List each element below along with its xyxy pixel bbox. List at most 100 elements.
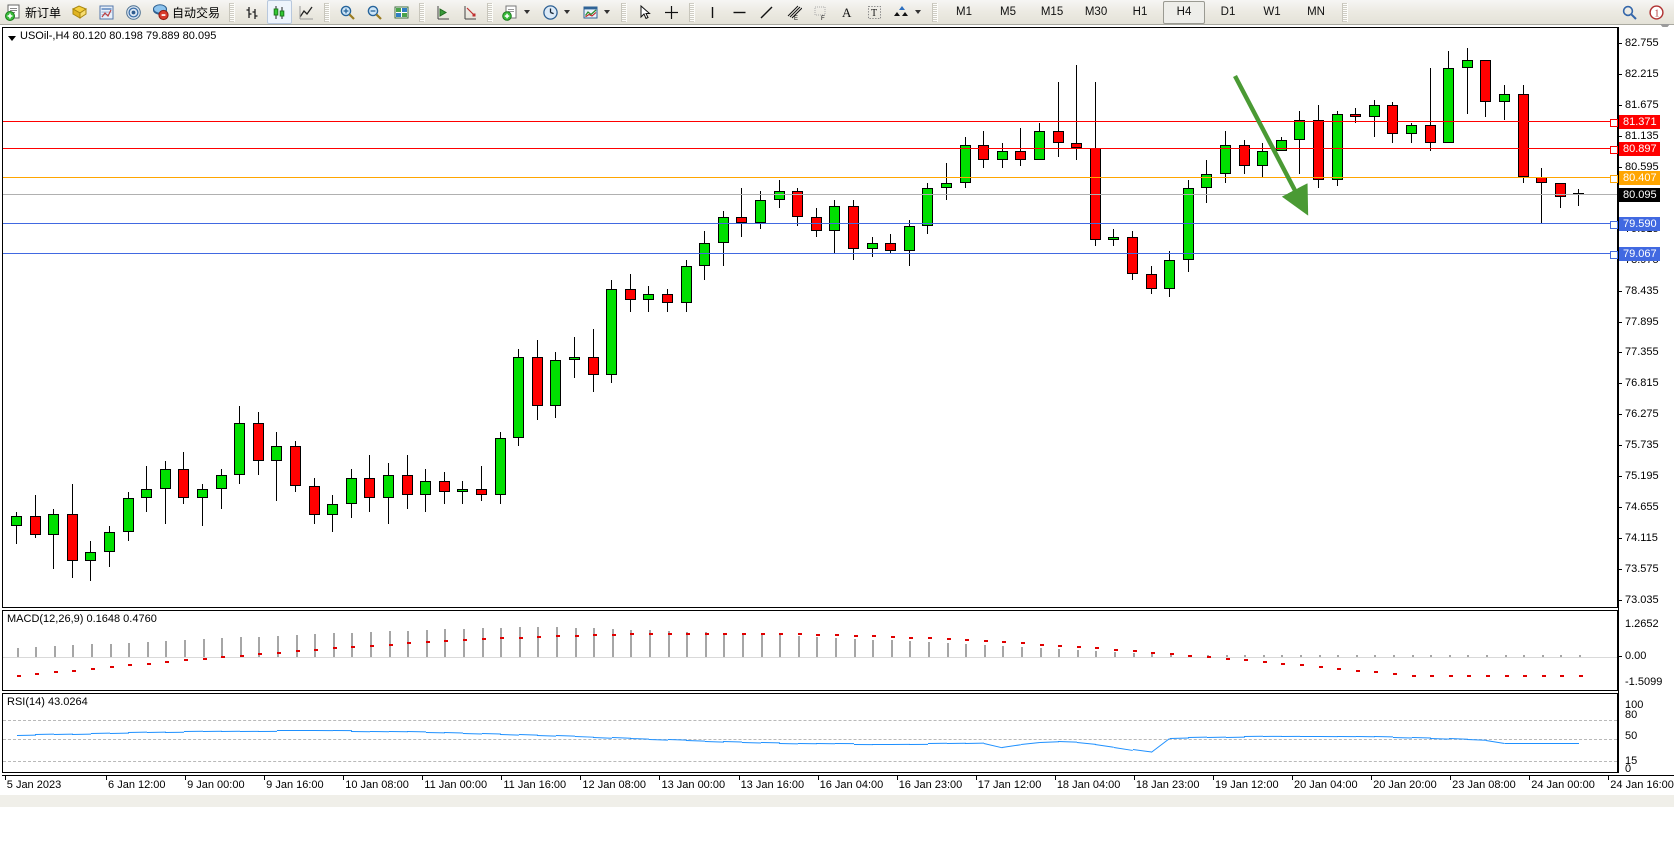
price-tag-support[interactable]: 79.067 xyxy=(1619,247,1660,262)
autotrading-button[interactable]: 自动交易 xyxy=(148,0,224,24)
price-tag-pivot[interactable]: 80.407 xyxy=(1619,170,1660,185)
candlestick xyxy=(755,28,766,607)
timeframe-m1[interactable]: M1 xyxy=(956,6,973,18)
candle-body-bullish xyxy=(327,503,339,516)
macd-signal-point xyxy=(1485,675,1490,677)
price-level-support[interactable] xyxy=(3,223,1617,225)
rsi-line-segment xyxy=(1039,741,1059,744)
macd-pane[interactable]: MACD(12,26,9) 0.1648 0.4760 xyxy=(2,610,1618,691)
macd-signal-point xyxy=(1039,643,1044,646)
rsi-line-segment xyxy=(909,743,928,745)
macd-histogram-bar xyxy=(1281,654,1284,657)
candle-body-bearish xyxy=(1145,274,1157,289)
price-level-last-price[interactable] xyxy=(3,194,1617,196)
timeframe-h4[interactable]: H4 xyxy=(1163,0,1206,24)
timeframe-m30[interactable]: M30 xyxy=(1084,6,1108,18)
symbol-dropdown-caret-icon[interactable] xyxy=(8,36,16,41)
time-axis[interactable]: 5 Jan 2023 6 Jan 12:00 9 Jan 00:00 9 Jan 16… xyxy=(2,775,1674,796)
macd-histogram-bar xyxy=(500,627,503,657)
time-tick xyxy=(343,776,345,780)
macd-signal-point xyxy=(555,635,560,638)
grid-button[interactable] xyxy=(457,0,482,24)
templates-button[interactable] xyxy=(578,0,616,24)
zoom-out-icon xyxy=(366,4,383,21)
macd-signal-point xyxy=(1374,671,1379,674)
level-handle[interactable] xyxy=(1610,251,1618,260)
candlestick xyxy=(513,28,525,607)
zoom-out-button[interactable] xyxy=(362,0,387,24)
price-tag-resistance[interactable]: 81.371 xyxy=(1619,115,1660,130)
new-order-button[interactable]: 新订单 xyxy=(1,0,65,24)
timeframe-d1[interactable]: D1 xyxy=(1220,6,1236,18)
timeframe-m15[interactable]: M15 xyxy=(1040,6,1064,18)
price-level-pivot[interactable] xyxy=(3,176,1617,178)
terminal-button[interactable] xyxy=(94,0,119,24)
level-handle[interactable] xyxy=(1610,221,1618,230)
rsi-pane[interactable]: RSI(14) 43.0264 xyxy=(2,693,1618,773)
timeframe-h1[interactable]: H1 xyxy=(1132,6,1148,18)
macd-histogram-bar xyxy=(314,634,317,657)
price-level-resistance[interactable] xyxy=(3,121,1617,123)
price-pane[interactable]: USOil-,H4 80.120 80.198 79.889 80.095 xyxy=(2,27,1618,608)
rsi-line-segment xyxy=(165,731,184,733)
macd-histogram-bar xyxy=(481,628,484,657)
candlestick xyxy=(941,28,952,607)
search-button[interactable] xyxy=(1617,0,1642,24)
shapes-button[interactable] xyxy=(889,0,927,24)
price-level-resistance[interactable] xyxy=(3,148,1617,150)
macd-signal-point xyxy=(1095,647,1100,650)
macd-histogram-bar xyxy=(1299,654,1302,657)
level-handle[interactable] xyxy=(1610,146,1618,155)
horizontal-line-button[interactable] xyxy=(727,0,752,24)
price-tag-last-price[interactable]: 80.095 xyxy=(1619,188,1660,203)
level-handle[interactable] xyxy=(1610,174,1618,183)
tile-windows-button[interactable] xyxy=(389,0,414,24)
data-window-button[interactable] xyxy=(430,0,455,24)
macd-signal-point xyxy=(388,643,393,646)
macd-histogram-bar xyxy=(816,637,819,657)
yellow-folder-button[interactable] xyxy=(67,0,92,24)
candle-body-bullish xyxy=(1368,105,1380,117)
zoom-in-button[interactable] xyxy=(335,0,360,24)
chevron-down-icon[interactable] xyxy=(524,10,531,14)
vertical-line-button[interactable] xyxy=(700,0,725,24)
candlestick xyxy=(1015,28,1027,607)
indicators-add-button[interactable] xyxy=(498,0,536,24)
timeframe-m5[interactable]: M5 xyxy=(1000,6,1017,18)
macd-signal-point xyxy=(295,650,300,653)
text-box-button[interactable]: T xyxy=(862,0,887,24)
candlestick xyxy=(1275,28,1287,607)
candlestick-chart-button[interactable] xyxy=(267,0,293,24)
price-level-support[interactable] xyxy=(3,253,1617,255)
timeframe-mn[interactable]: MN xyxy=(1307,6,1325,18)
candlestick xyxy=(122,28,134,607)
macd-histogram-bar xyxy=(146,641,149,657)
equidistant-channel-button[interactable]: F xyxy=(808,0,833,24)
macd-signal-point xyxy=(667,632,672,635)
text-label-button[interactable]: A xyxy=(835,0,860,24)
candle-wick xyxy=(53,509,55,570)
crosshair-button[interactable] xyxy=(659,0,684,24)
help-button[interactable]: 1 xyxy=(1644,0,1669,24)
price-tag-support[interactable]: 79.590 xyxy=(1619,217,1660,232)
price-axis[interactable]: 82.75582.21581.67581.13580.59580.05579.5… xyxy=(1610,27,1674,775)
fibo-button[interactable]: E xyxy=(781,0,806,24)
price-tag-resistance[interactable]: 80.897 xyxy=(1619,142,1660,157)
toolbar-separator xyxy=(419,2,426,22)
candlestick xyxy=(587,28,599,607)
chevron-down-icon[interactable] xyxy=(915,10,922,14)
signal-button[interactable] xyxy=(121,0,146,24)
cursor-button[interactable] xyxy=(632,0,657,24)
line-chart-button[interactable] xyxy=(294,0,319,24)
macd-tick: -1.5099 xyxy=(1625,676,1663,688)
chevron-down-icon[interactable] xyxy=(604,10,611,14)
bar-chart-button[interactable] xyxy=(240,0,265,24)
level-handle[interactable] xyxy=(1610,119,1618,128)
time-tick xyxy=(1371,776,1373,780)
period-button[interactable] xyxy=(538,0,576,24)
rsi-line-segment xyxy=(890,743,910,745)
trendline-button[interactable] xyxy=(754,0,779,24)
chevron-down-icon[interactable] xyxy=(564,10,571,14)
bar-chart-icon xyxy=(244,4,261,21)
timeframe-w1[interactable]: W1 xyxy=(1263,6,1281,18)
